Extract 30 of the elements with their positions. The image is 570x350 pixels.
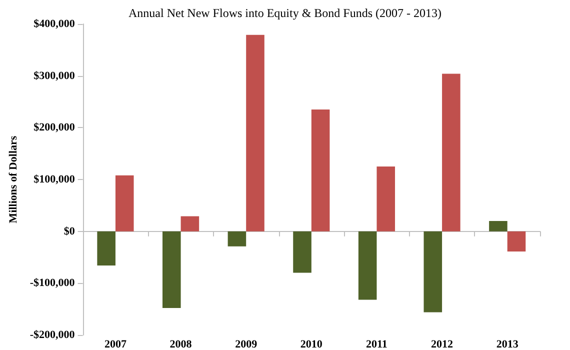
- bar: [507, 231, 526, 252]
- bar: [293, 231, 312, 273]
- bar: [311, 110, 330, 232]
- x-tick-label: 2012: [431, 338, 454, 350]
- bar: [97, 231, 116, 266]
- y-tick-label: $200,000: [34, 122, 76, 134]
- bar: [115, 175, 134, 232]
- x-tick-label: 2008: [170, 338, 192, 350]
- y-tick-label: $400,000: [34, 18, 76, 30]
- bar: [246, 34, 264, 232]
- x-tick-label: 2009: [235, 338, 258, 350]
- x-tick-label: 2007: [104, 338, 127, 350]
- bar: [180, 216, 200, 232]
- x-tick-label: 2013: [496, 338, 519, 350]
- chart-title: Annual Net New Flows into Equity & Bond Funds (2007 - 2013): [128, 6, 442, 20]
- y-tick-label: -$100,000: [30, 277, 76, 290]
- y-tick-label: -$200,000: [30, 329, 76, 341]
- y-axis-title: Millions of Dollars: [8, 135, 20, 224]
- y-tick-label: $0: [64, 225, 76, 238]
- bar: [424, 231, 442, 312]
- y-tick-label: $100,000: [34, 174, 76, 186]
- bar: [162, 231, 181, 308]
- bar: [489, 220, 508, 232]
- bar: [358, 231, 377, 300]
- y-tick-label: $300,000: [34, 70, 76, 82]
- bar: [228, 231, 246, 246]
- x-tick-label: 2010: [300, 338, 323, 350]
- bar: [376, 166, 396, 232]
- x-tick-label: 2011: [366, 338, 388, 350]
- bar: [442, 74, 460, 232]
